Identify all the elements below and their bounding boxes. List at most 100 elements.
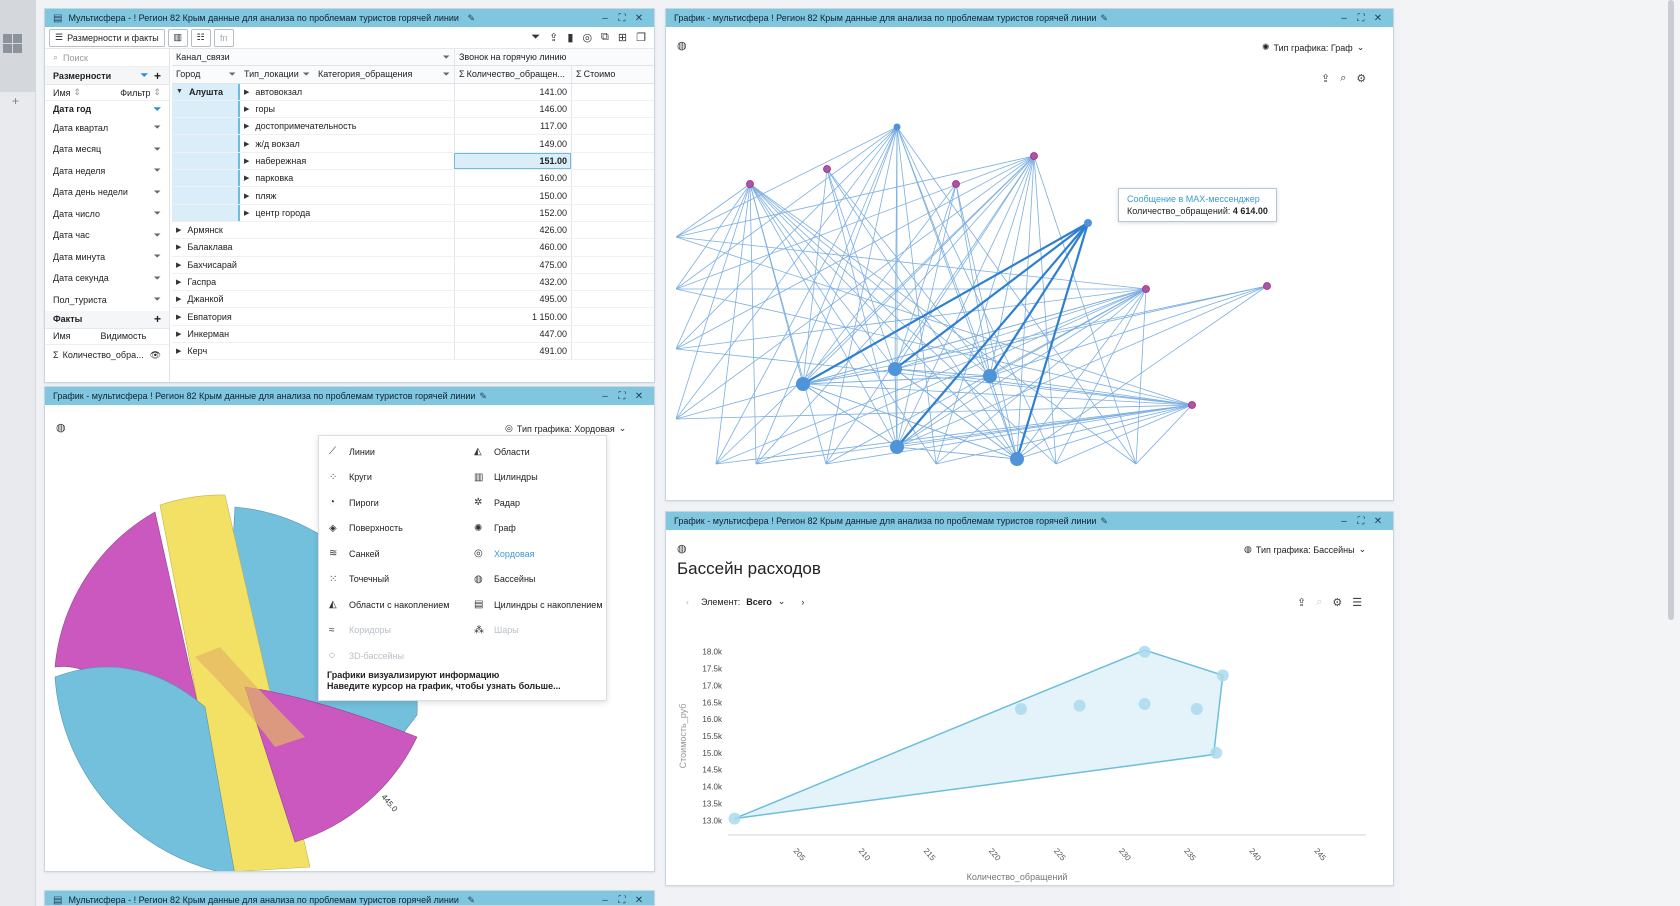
close-button[interactable]: ✕ <box>634 390 644 402</box>
value-cell[interactable] <box>571 83 616 100</box>
value-cell[interactable]: 160.00 <box>454 170 571 187</box>
graph-node[interactable] <box>796 377 810 391</box>
maximize-button[interactable]: ⛶ <box>1357 515 1365 527</box>
table-row[interactable]: ▶ набережная 151.00 <box>172 152 654 171</box>
chart-type-option[interactable]: ⁂ Шары <box>474 624 519 636</box>
chart-type-option[interactable]: ◌ 3D-бассейны <box>329 650 404 661</box>
city-cell[interactable]: ▶ Джанкой <box>176 294 224 305</box>
table-row[interactable]: ▶ Инкерман 447.00 <box>172 325 654 344</box>
value-cell[interactable] <box>571 135 616 152</box>
value-cell[interactable]: 495.00 <box>454 291 571 308</box>
dims-facts-button[interactable]: ☰ Размерности и факты <box>49 28 165 47</box>
value-cell[interactable] <box>571 170 616 187</box>
chart-type-option[interactable]: ◎ Хордовая <box>474 548 535 559</box>
element-value[interactable]: Всего <box>746 596 772 607</box>
minimize-button[interactable]: – <box>602 390 608 402</box>
close-button[interactable]: ✕ <box>1373 515 1383 527</box>
graph-node[interactable] <box>746 180 754 188</box>
legend-list-icon[interactable]: ☰ <box>1352 597 1363 609</box>
table-row[interactable]: ▶ пляж 150.00 <box>172 187 654 205</box>
close-button[interactable]: ✕ <box>634 12 644 24</box>
expand-icon[interactable]: ▶ <box>244 106 250 114</box>
city-cell[interactable] <box>172 100 240 118</box>
dim-item[interactable]: Дата год ⏷ <box>53 103 161 115</box>
chord-panel-header[interactable]: График - мультисфера ! Регион 82 Крым да… <box>45 387 654 405</box>
data-point[interactable] <box>728 812 741 825</box>
column-dim-header[interactable]: Канал_связи ⏷ <box>176 51 450 63</box>
expand-icon[interactable]: ▶ <box>244 175 250 183</box>
expand-icon[interactable]: ▶ <box>244 140 250 148</box>
filter-icon[interactable]: ⏷ <box>153 294 161 305</box>
table-row[interactable]: ▶ ж/д вокзал 149.00 <box>172 135 654 153</box>
edit-icon[interactable]: ✎ <box>1100 12 1108 23</box>
minimize-button[interactable]: – <box>1341 12 1347 24</box>
column-dim-value[interactable]: Звонок на горячую линию <box>454 49 616 66</box>
sort-icon[interactable]: ⇕ <box>153 87 161 97</box>
expand-icon[interactable]: ▶ <box>244 123 250 131</box>
columns-toggle-button[interactable]: ▥ <box>167 28 188 47</box>
value-cell[interactable]: 432.00 <box>454 273 571 291</box>
table-row[interactable]: ▶ парковка 160.00 <box>172 170 654 188</box>
add-dim-icon[interactable]: + <box>153 68 161 83</box>
chart-type-option[interactable]: ✲ Радар <box>474 497 520 508</box>
location-cell[interactable]: ▶ ж/д вокзал <box>244 138 300 149</box>
filter-icon[interactable]: ⏷ <box>153 208 161 219</box>
next-element-icon[interactable]: › <box>801 596 805 607</box>
table-row[interactable]: ▼ Алушта ▶ автовокзал 141.00 <box>172 83 654 101</box>
location-cell[interactable]: ▶ набережная <box>244 155 307 166</box>
col-cat-header[interactable]: Категория_обращения ⏷ <box>318 68 450 80</box>
chart-type-select[interactable]: ✺ Тип графика: Граф ⌄ <box>1262 42 1365 53</box>
edit-icon[interactable]: ✎ <box>467 12 475 23</box>
expand-icon[interactable]: ▶ <box>244 157 250 165</box>
graph-node[interactable] <box>1263 282 1271 290</box>
graph-node[interactable] <box>983 369 997 383</box>
collapse-icon[interactable]: ▼ <box>176 88 183 96</box>
expand-icon[interactable]: ▶ <box>176 296 182 304</box>
maximize-button[interactable]: ⛶ <box>618 390 626 402</box>
city-cell[interactable] <box>172 170 240 187</box>
minimize-button[interactable]: – <box>602 12 608 24</box>
chart-type-option[interactable]: ◔ Пироги <box>329 497 379 508</box>
city-cell[interactable] <box>172 187 240 204</box>
value-cell[interactable]: 149.00 <box>454 135 571 152</box>
gear-icon[interactable]: ⚙ <box>1356 73 1367 85</box>
add-icon[interactable]: + <box>12 94 20 108</box>
value-cell[interactable]: 150.00 <box>454 187 571 204</box>
value-cell[interactable] <box>571 273 616 291</box>
filter-icon[interactable]: ⏷ <box>153 229 161 240</box>
export-icon[interactable]: ⇪ <box>549 32 559 44</box>
filter-icon[interactable]: ⏷ <box>531 31 541 43</box>
value-cell[interactable] <box>571 118 616 135</box>
graph-node[interactable] <box>952 180 960 188</box>
value-cell[interactable]: 460.00 <box>454 239 571 256</box>
minimize-button[interactable]: – <box>602 894 608 906</box>
maximize-button[interactable]: ⛶ <box>618 894 626 906</box>
value-cell[interactable]: 117.00 <box>454 118 571 135</box>
globe-icon[interactable]: ◍ <box>56 422 66 434</box>
pivot-panel-header[interactable]: ▤ Мультисфера - ! Регион 82 Крым данные … <box>45 9 654 27</box>
chart-type-option[interactable]: ◭ Области <box>474 446 530 457</box>
col-loc-header[interactable]: Тип_локации ⏷ <box>244 68 310 80</box>
col-count-header[interactable]: Σ Количество_обращен... <box>454 66 571 83</box>
value-cell[interactable] <box>571 256 616 273</box>
filter-icon[interactable]: ⏷ <box>153 143 161 154</box>
value-cell[interactable]: 491.00 <box>454 343 571 360</box>
city-cell[interactable] <box>172 152 240 170</box>
data-point[interactable] <box>1138 697 1151 710</box>
table-row[interactable]: ▶ Бахчисарай 475.00 <box>172 256 654 274</box>
value-cell[interactable]: 475.00 <box>454 256 571 273</box>
edit-icon[interactable]: ✎ <box>1100 515 1108 526</box>
dim-item[interactable]: Дата неделя ⏷ <box>53 165 161 176</box>
close-button[interactable]: ✕ <box>634 894 644 906</box>
data-point[interactable] <box>1216 669 1229 682</box>
dim-item[interactable]: Дата месяц ⏷ <box>53 143 161 155</box>
table-row[interactable]: ▶ Армянск 426.00 <box>172 221 654 240</box>
zoom-icon[interactable]: ⌕ <box>1340 72 1347 84</box>
expand-icon[interactable]: ▶ <box>176 313 182 321</box>
value-cell[interactable] <box>571 152 616 170</box>
dim-item[interactable]: Дата день недели ⏷ <box>53 186 161 198</box>
chart-type-option[interactable]: ◍ Бассейны <box>474 573 536 585</box>
graph-node[interactable] <box>1084 219 1092 227</box>
filter-icon[interactable]: ⏷ <box>228 68 236 79</box>
value-cell[interactable] <box>571 204 616 221</box>
